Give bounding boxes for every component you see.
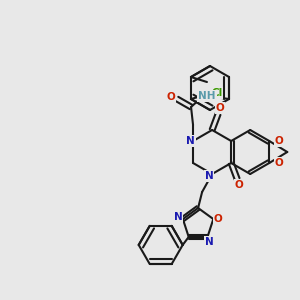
Text: N: N [205, 171, 214, 181]
Text: N: N [205, 237, 214, 247]
Text: O: O [275, 158, 284, 168]
Text: O: O [235, 180, 244, 190]
Text: Cl: Cl [211, 88, 223, 98]
Text: O: O [275, 136, 284, 146]
Text: N: N [173, 212, 182, 222]
Text: O: O [214, 214, 223, 224]
Text: N: N [186, 136, 194, 146]
Text: NH: NH [198, 91, 216, 101]
Text: O: O [216, 103, 224, 113]
Text: N: N [187, 136, 195, 146]
Text: O: O [167, 92, 176, 102]
